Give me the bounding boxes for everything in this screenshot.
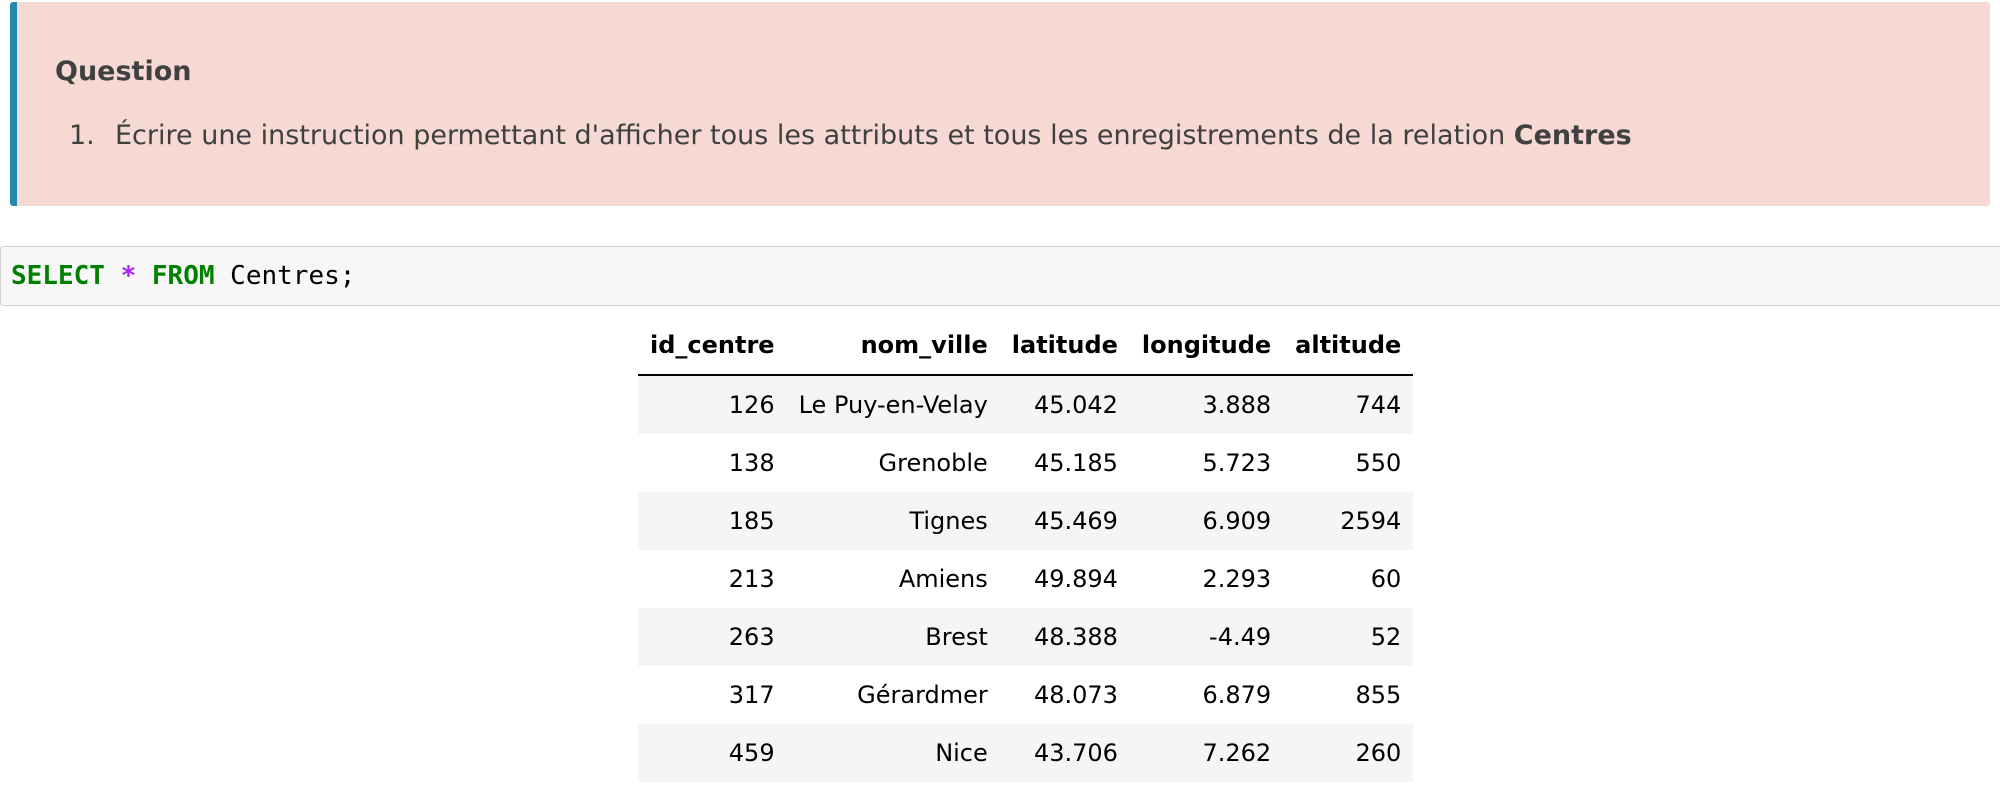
sql-code-cell[interactable]: SELECT * FROM Centres; (0, 246, 2000, 306)
sql-keyword-select: SELECT (11, 261, 105, 291)
sql-keyword-from: FROM (151, 261, 215, 291)
question-callout: Question 1. Écrire une instruction permet… (10, 2, 1990, 206)
sql-operator-star: * (120, 261, 137, 291)
cell-nom-ville: Tignes (786, 492, 1000, 550)
cell-latitude: 45.185 (1033, 449, 1118, 477)
cell-id-centre: 213 (728, 565, 775, 593)
table-row: 185 Tignes 45.469 6.909 2594 (638, 492, 1414, 550)
question-item-number: 1. (69, 120, 95, 151)
cell-altitude: 2594 (1283, 492, 1414, 550)
sql-table-identifier: Centres; (230, 261, 356, 291)
cell-longitude: 6.909 (1129, 492, 1284, 550)
cell-id-centre: 459 (638, 724, 787, 782)
column-header-nom-ville: nom_ville (786, 318, 1000, 376)
cell-id-centre: 138 (728, 449, 775, 477)
cell-longitude: 6.879 (1202, 681, 1272, 709)
cell-longitude: 3.888 (1129, 375, 1284, 434)
column-header-latitude: latitude (999, 318, 1130, 376)
table-row: 126 Le Puy-en-Velay 45.042 3.888 744 (638, 375, 1414, 434)
table-header-row: id_centre nom_ville latitude longitude a… (638, 318, 1414, 376)
query-result-table: id_centre nom_ville latitude longitude a… (638, 318, 1414, 782)
cell-longitude: 7.262 (1129, 724, 1284, 782)
question-item: 1. Écrire une instruction permettant d'af… (69, 120, 1632, 151)
question-list: 1. Écrire une instruction permettant d'af… (69, 120, 1632, 151)
table-row: 263 Brest 48.388 -4.49 52 (638, 608, 1414, 666)
cell-altitude: 744 (1283, 375, 1414, 434)
cell-latitude: 45.469 (999, 492, 1130, 550)
table-row: 138 Grenoble 45.185 5.723 550 (638, 434, 1413, 492)
cell-altitude: 260 (1283, 724, 1414, 782)
cell-nom-ville: Brest (786, 608, 1000, 666)
cell-altitude: 60 (1370, 565, 1402, 593)
cell-longitude: 2.293 (1202, 565, 1272, 593)
cell-altitude: 550 (1355, 449, 1402, 477)
cell-latitude: 48.388 (999, 608, 1130, 666)
question-item-text: Écrire une instruction permettant d'affi… (115, 120, 1514, 151)
question-title: Question (55, 56, 192, 87)
column-header-id-centre: id_centre (638, 318, 787, 376)
table-row: 213 Amiens 49.894 2.293 60 (638, 550, 1413, 608)
cell-altitude: 855 (1355, 681, 1402, 709)
cell-id-centre: 317 (728, 681, 775, 709)
table-row: 459 Nice 43.706 7.262 260 (638, 724, 1414, 782)
cell-latitude: 49.894 (1033, 565, 1118, 593)
cell-id-centre: 263 (638, 608, 787, 666)
cell-nom-ville: Gérardmer (857, 681, 988, 709)
cell-latitude: 43.706 (999, 724, 1130, 782)
cell-nom-ville: Le Puy-en-Velay (786, 375, 1000, 434)
column-header-longitude: longitude (1129, 318, 1284, 376)
cell-longitude: 5.723 (1202, 449, 1272, 477)
cell-nom-ville: Nice (786, 724, 1000, 782)
cell-nom-ville: Grenoble (878, 449, 988, 477)
cell-longitude: -4.49 (1129, 608, 1284, 666)
cell-id-centre: 185 (638, 492, 787, 550)
column-header-altitude: altitude (1283, 318, 1414, 376)
cell-id-centre: 126 (638, 375, 787, 434)
cell-nom-ville: Amiens (898, 565, 988, 593)
question-item-emphasis: Centres (1513, 120, 1632, 151)
cell-latitude: 48.073 (1033, 681, 1118, 709)
cell-altitude: 52 (1283, 608, 1414, 666)
table-row: 317 Gérardmer 48.073 6.879 855 (638, 666, 1413, 724)
cell-latitude: 45.042 (999, 375, 1130, 434)
